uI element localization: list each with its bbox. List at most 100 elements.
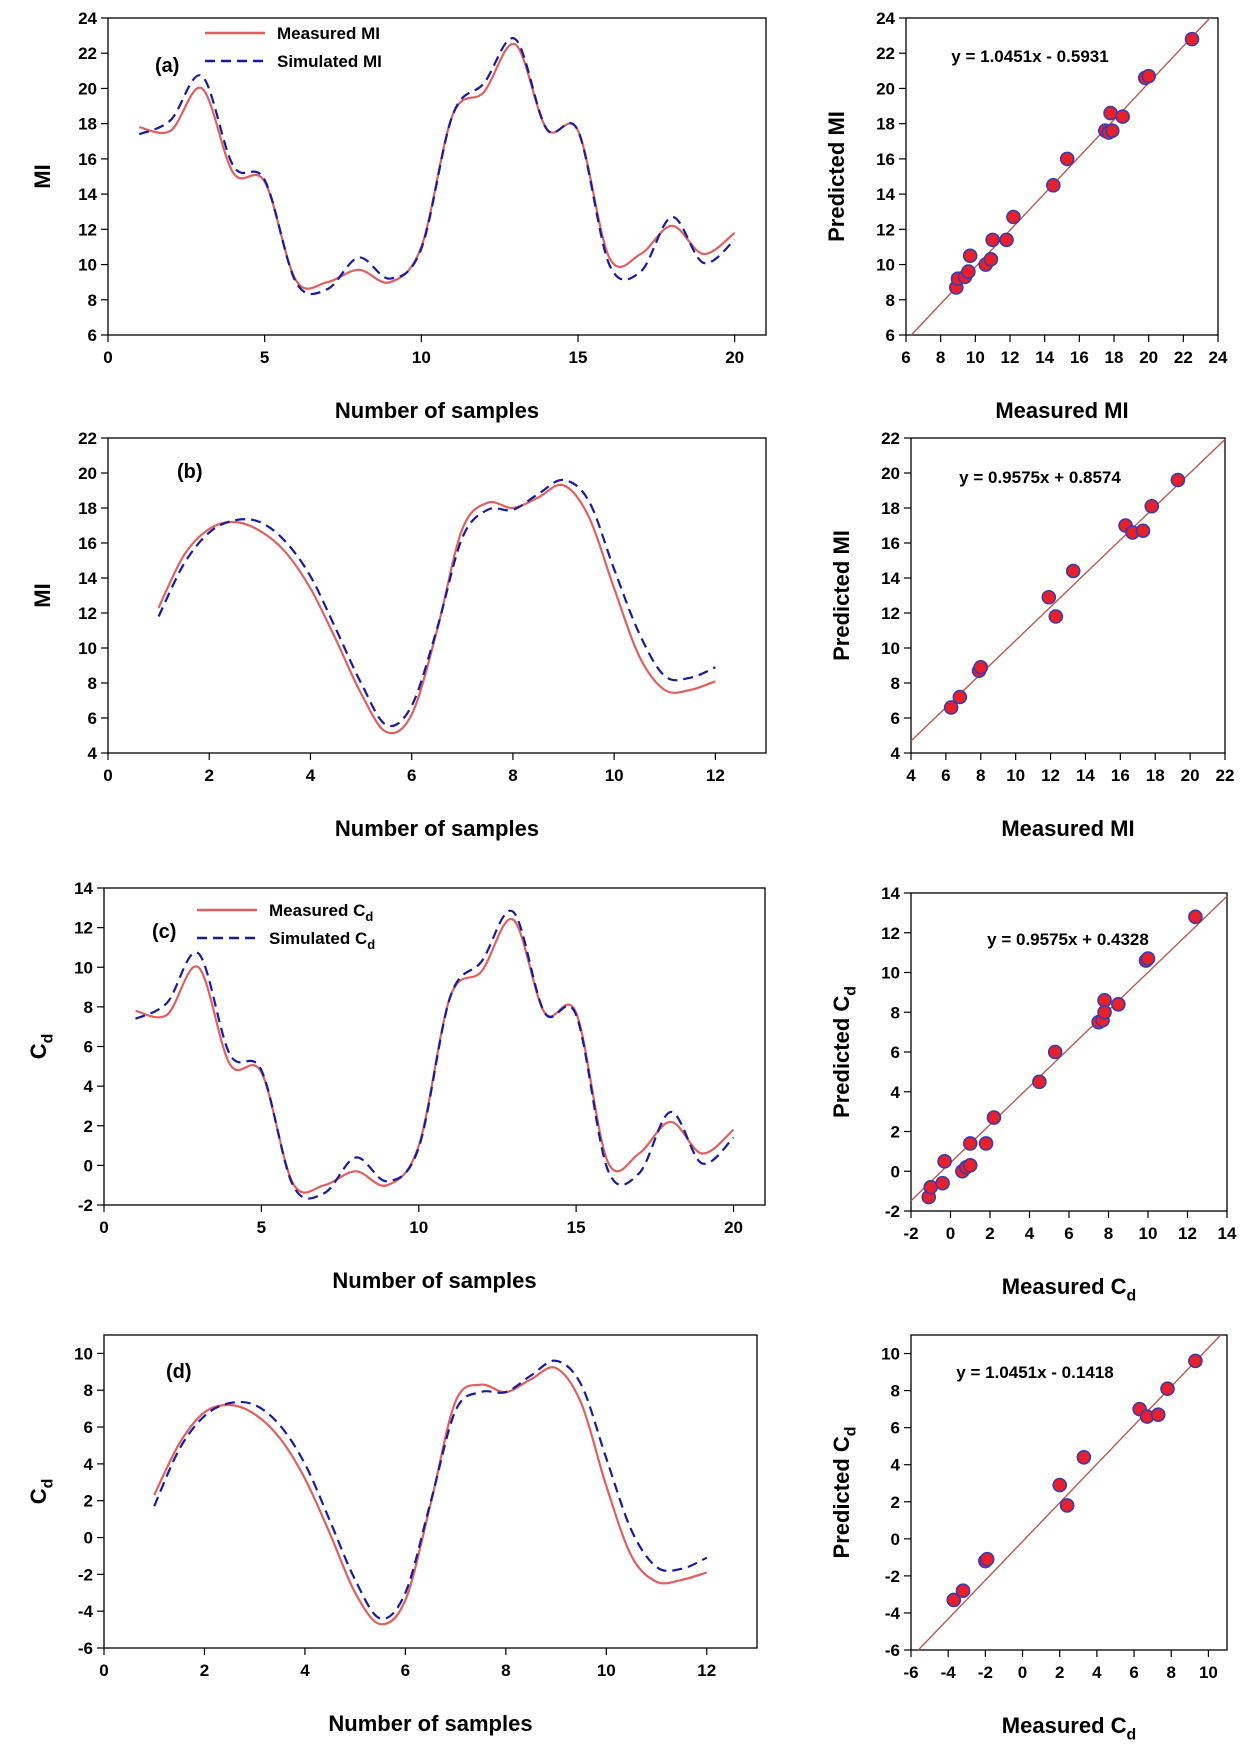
regression-equation: y = 0.9575x + 0.4328 <box>987 930 1149 949</box>
y-axis-title-main: Predicted C <box>829 996 854 1118</box>
y-tick-label: 6 <box>84 1418 93 1437</box>
y-tick-label: 2 <box>891 1493 900 1512</box>
y-tick-label: 8 <box>891 674 900 693</box>
y-tick-label: 20 <box>881 464 900 483</box>
y-tick-label: -4 <box>885 1604 901 1623</box>
x-tick-label: 20 <box>725 348 744 367</box>
x-tick-label: 10 <box>597 1661 616 1680</box>
data-point <box>935 1175 950 1191</box>
x-tick-label: 20 <box>1181 766 1200 785</box>
data-point <box>937 1154 952 1169</box>
y-tick-label: 18 <box>876 115 895 134</box>
x-tick-label: -6 <box>903 1663 918 1682</box>
data-point <box>1188 1353 1203 1369</box>
plot-frame <box>107 17 767 336</box>
y-tick-label: 10 <box>74 1344 93 1363</box>
x-tick-label: 4 <box>300 1661 310 1680</box>
data-point <box>946 1592 962 1608</box>
panel-2: 0 2 4 6 8 10 12 4 6 8 10 12 14 16 18 20 22 Number of samp… <box>30 429 767 841</box>
x-tick-label: 12 <box>706 766 725 785</box>
legend-entry-main: Measured C <box>269 901 365 920</box>
measured-series-line <box>157 483 716 735</box>
x-tick-label: 10 <box>1139 1224 1158 1243</box>
y-tick-label: 2 <box>891 1123 900 1142</box>
y-tick-label: 6 <box>88 709 97 728</box>
x-tick-label: 2 <box>200 1661 209 1680</box>
x-tick-label: 4 <box>306 766 316 785</box>
plot-frame <box>107 437 767 754</box>
x-tick-label: 14 <box>1218 1224 1237 1243</box>
x-axis-title: Measured Cd <box>1002 1274 1136 1305</box>
trend-line <box>917 1334 1222 1651</box>
legend-entry: Simulated Cd <box>269 929 375 952</box>
data-point <box>1135 523 1151 539</box>
x-tick-label: 16 <box>1111 766 1130 785</box>
x-tick-label: 10 <box>605 766 624 785</box>
data-point <box>1059 151 1075 167</box>
data-point <box>973 659 989 675</box>
data-point <box>1052 1477 1068 1493</box>
x-tick-label: 20 <box>1139 348 1158 367</box>
y-tick-label: -2 <box>78 1196 93 1215</box>
x-tick-label: -2 <box>903 1224 918 1243</box>
y-tick-label: 0 <box>891 1162 900 1181</box>
x-tick-label: 14 <box>1035 348 1054 367</box>
y-tick-label: 6 <box>891 709 900 728</box>
legend-entry: Measured Cd <box>269 901 373 924</box>
panel-4: 0 5 10 15 20 -2 0 2 4 6 8 10 12 14 Number of samples Cd… <box>26 879 766 1293</box>
y-tick-label: 14 <box>876 185 895 204</box>
data-point <box>985 232 1000 248</box>
data-point <box>961 264 976 279</box>
y-tick-label: 14 <box>881 884 900 903</box>
y-axis-title: Predicted Cd <box>829 986 860 1118</box>
x-tick-label: 10 <box>1006 766 1025 785</box>
y-tick-label: 4 <box>891 1456 901 1475</box>
y-axis-title-main: C <box>26 1488 51 1504</box>
data-point <box>1103 105 1118 121</box>
y-axis-title-subscript: d <box>40 1034 57 1044</box>
legend-entry-subscript: d <box>367 937 375 952</box>
x-tick-label: 22 <box>1216 766 1235 785</box>
y-tick-label: 14 <box>74 879 93 898</box>
data-point <box>1104 123 1120 139</box>
data-point <box>1046 178 1061 193</box>
legend-entry-subscript: d <box>365 909 373 924</box>
y-tick-label: 14 <box>78 569 97 588</box>
data-point <box>962 248 978 264</box>
y-tick-label: 8 <box>84 998 93 1017</box>
measured-series-line <box>135 918 735 1194</box>
y-tick-label: 6 <box>891 1419 900 1438</box>
x-tick-label: 16 <box>1070 348 1089 367</box>
y-tick-label: 12 <box>876 220 895 239</box>
data-point <box>986 1110 1002 1125</box>
y-tick-label: 4 <box>84 1077 94 1096</box>
data-point <box>1144 498 1160 514</box>
x-tick-label: 0 <box>103 348 112 367</box>
x-tick-label: 4 <box>1092 1663 1102 1682</box>
y-axis-title-main: Predicted C <box>829 1436 854 1558</box>
y-tick-label: 16 <box>78 150 97 169</box>
x-tick-label: 18 <box>1105 348 1124 367</box>
y-axis-title-subscript: d <box>40 1479 57 1489</box>
plot-frame <box>905 17 1219 336</box>
y-tick-label: 12 <box>78 220 97 239</box>
x-tick-label: 5 <box>260 348 269 367</box>
x-tick-label: 0 <box>1018 1663 1027 1682</box>
x-tick-label: 2 <box>204 766 213 785</box>
x-tick-label: 8 <box>508 766 517 785</box>
y-tick-label: 16 <box>876 150 895 169</box>
y-axis-title: Predicted Cd <box>829 1427 860 1559</box>
x-tick-label: 10 <box>409 1218 428 1237</box>
y-tick-label: 14 <box>78 185 97 204</box>
x-axis-title: Measured MI <box>1001 816 1134 841</box>
x-tick-label: 15 <box>569 348 588 367</box>
y-tick-label: -4 <box>78 1602 94 1621</box>
y-tick-label: 4 <box>891 744 901 763</box>
x-axis-title-subscript: d <box>1127 1288 1137 1305</box>
y-tick-label: 10 <box>78 256 97 275</box>
simulated-series-line <box>153 1359 708 1620</box>
x-tick-label: 4 <box>906 766 916 785</box>
y-tick-label: 10 <box>74 958 93 977</box>
data-point <box>983 251 999 267</box>
data-point <box>979 1551 995 1567</box>
